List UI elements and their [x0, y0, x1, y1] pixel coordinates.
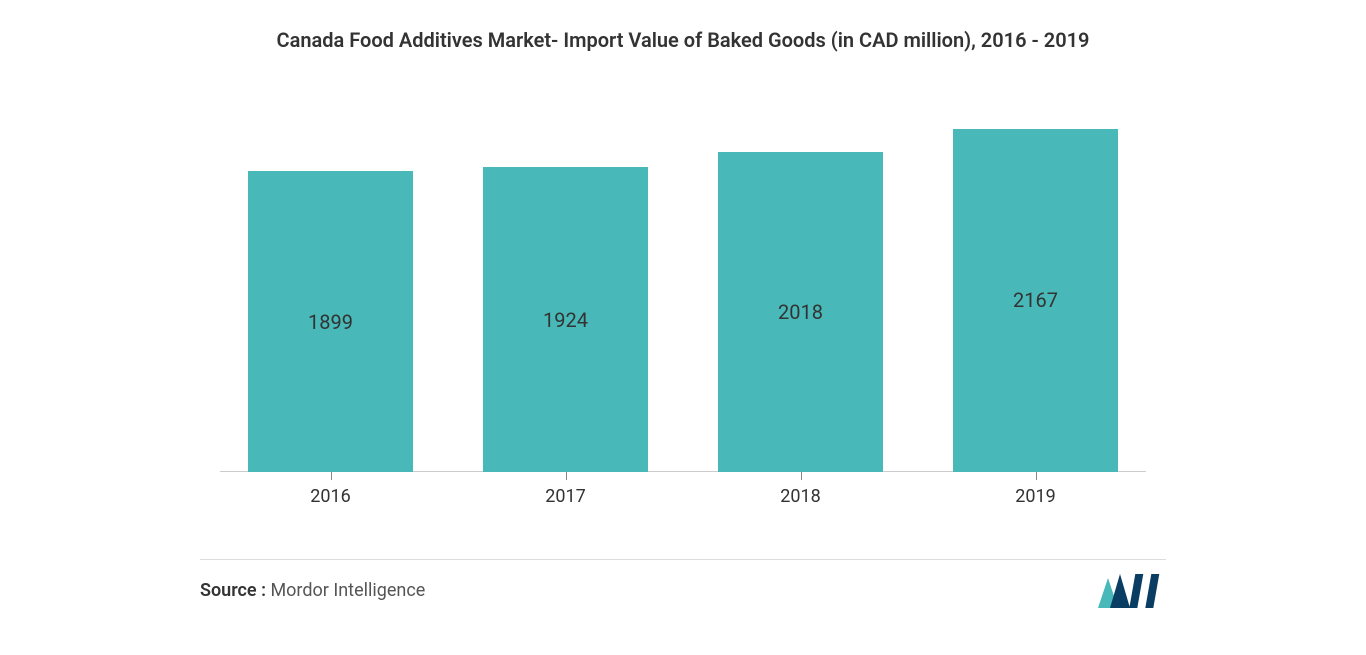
bar-2019: 2167 — [953, 129, 1118, 472]
footer-divider — [200, 559, 1166, 560]
chart-title: Canada Food Additives Market- Import Val… — [20, 28, 1346, 52]
x-tick-2017 — [566, 472, 567, 480]
footer: Source : Mordor Intelligence — [200, 570, 1166, 610]
bar-value-2018: 2018 — [778, 300, 823, 324]
bar-value-2017: 1924 — [543, 308, 588, 332]
bar-group-2016: 1899 2016 — [248, 171, 413, 472]
bar-2017: 1924 — [483, 167, 648, 472]
bar-group-2019: 2167 2019 — [953, 129, 1118, 472]
source-text: Source : Mordor Intelligence — [200, 580, 425, 601]
chart-container: Canada Food Additives Market- Import Val… — [0, 0, 1366, 655]
x-tick-2016 — [331, 472, 332, 480]
x-label-2016: 2016 — [310, 486, 350, 507]
bar-group-2017: 1924 2017 — [483, 167, 648, 472]
x-label-2017: 2017 — [545, 486, 585, 507]
x-label-2019: 2019 — [1015, 486, 1055, 507]
mordor-logo-icon — [1096, 570, 1166, 610]
bar-value-2019: 2167 — [1013, 288, 1058, 312]
plot-area: 1899 2016 1924 2017 2018 2018 2167 2019 — [20, 92, 1346, 472]
bar-2016: 1899 — [248, 171, 413, 472]
x-tick-2019 — [1036, 472, 1037, 480]
bar-2018: 2018 — [718, 152, 883, 472]
x-label-2018: 2018 — [780, 486, 820, 507]
bar-group-2018: 2018 2018 — [718, 152, 883, 472]
x-tick-2018 — [801, 472, 802, 480]
source-value: Mordor Intelligence — [270, 580, 425, 601]
bar-value-2016: 1899 — [308, 310, 353, 334]
source-label: Source : — [200, 580, 266, 601]
